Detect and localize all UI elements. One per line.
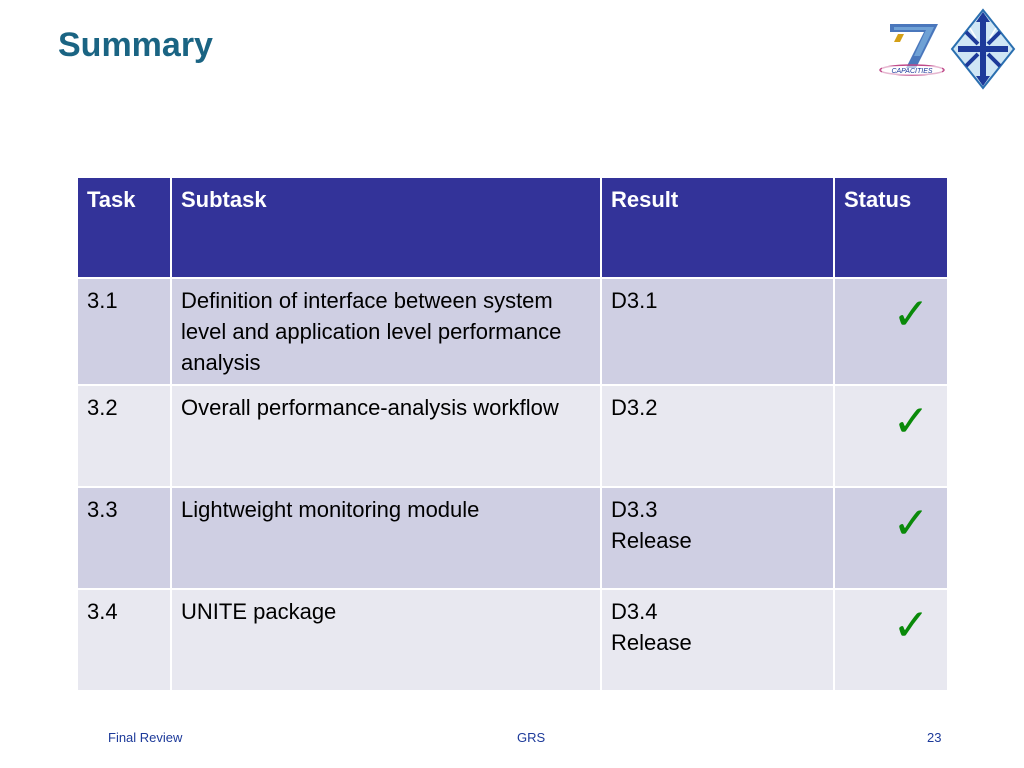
task-cell: 3.2 [76,384,172,488]
table-row: 3.3 Lightweight monitoring module D3.3 R… [76,486,949,590]
checkmark-icon: ✓ [892,498,930,549]
page-number: 23 [927,730,942,745]
result-cell: D3.1 [600,277,835,386]
unite-logo-icon [950,8,1016,90]
checkmark-icon: ✓ [892,396,930,447]
result-cell: D3.2 [600,384,835,488]
summary-table: Task Subtask Result Status 3.1 Definitio… [76,176,949,692]
fp7-logo-text: CAPACITIES [891,68,932,75]
subtask-cell: UNITE package [170,588,602,692]
status-cell: ✓ [833,277,949,386]
footer-center-text: GRS [517,730,546,745]
table-row: 3.1 Definition of interface between syst… [76,277,949,386]
subtask-cell: Definition of interface between system l… [170,277,602,386]
status-cell: ✓ [833,588,949,692]
task-cell: 3.1 [76,277,172,386]
subtask-cell: Overall performance-analysis workflow [170,384,602,488]
fp7-seven-logo-icon: CAPACITIES [879,24,945,76]
status-cell: ✓ [833,486,949,590]
status-cell: ✓ [833,384,949,488]
result-cell: D3.3 Release [600,486,835,590]
header-status: Status [833,176,949,279]
task-cell: 3.3 [76,486,172,590]
slide-title: Summary [58,26,213,64]
checkmark-icon: ✓ [892,289,930,340]
table-header-row: Task Subtask Result Status [76,176,949,279]
table-row: 3.2 Overall performance-analysis workflo… [76,384,949,488]
subtask-cell: Lightweight monitoring module [170,486,602,590]
task-cell: 3.4 [76,588,172,692]
result-line: D3.2 [611,395,658,420]
result-line: D3.4 [611,599,658,624]
result-line: Release [611,630,692,655]
result-line: D3.3 [611,497,658,522]
result-line: Release [611,528,692,553]
header-subtask: Subtask [170,176,602,279]
header-result: Result [600,176,835,279]
result-line: D3.1 [611,288,658,313]
footer-left-text: Final Review [108,730,183,745]
header-task: Task [76,176,172,279]
result-cell: D3.4 Release [600,588,835,692]
checkmark-icon: ✓ [892,600,930,651]
table-row: 3.4 UNITE package D3.4 Release ✓ [76,588,949,692]
